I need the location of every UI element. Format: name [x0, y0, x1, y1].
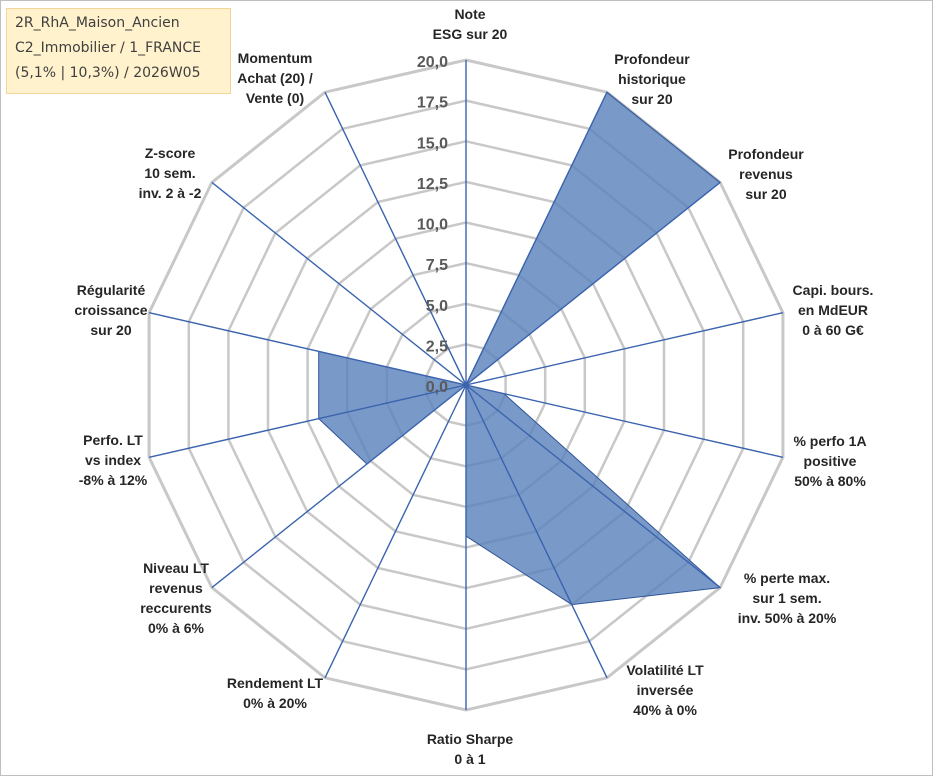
- axis-label: Momentum Achat (20) / Vente (0): [237, 50, 313, 106]
- tick-label: 7,5: [426, 257, 448, 274]
- axis-spoke: [148, 384, 467, 458]
- info-line-3: (5,1% | 10,3%) / 2026W05: [15, 65, 201, 81]
- axis-label: Régularité croissance sur 20: [74, 282, 147, 338]
- axis-spoke: [148, 312, 467, 386]
- info-line-2: C2_Immobilier / 1_FRANCE: [15, 40, 201, 56]
- axis-label: Niveau LT revenus reccurents 0% à 6%: [140, 560, 212, 636]
- axis-spoke: [324, 384, 467, 679]
- axis-spoke: [211, 384, 467, 589]
- axis-spoke: [211, 181, 467, 386]
- axis-label: Ratio Sharpe 0 à 1: [427, 731, 514, 767]
- tick-label: 10,0: [417, 217, 448, 234]
- axis-label: Perfo. LT vs index -8% à 12%: [79, 432, 148, 488]
- axis-label: Capi. bours. en MdEUR 0 à 60 G€: [793, 282, 874, 338]
- axis-label: Rendement LT 0% à 20%: [227, 675, 324, 711]
- axis-label: % perte max. sur 1 sem. inv. 50% à 20%: [738, 570, 837, 626]
- axis-label: Volatilité LT inversée 40% à 0%: [626, 662, 704, 718]
- axis-spoke: [465, 384, 721, 589]
- axis-label: Profondeur revenus sur 20: [728, 146, 804, 202]
- axis-label: % perfo 1A positive 50% à 80%: [793, 433, 866, 489]
- tick-label: 17,5: [417, 95, 448, 112]
- axis-label: Z-score 10 sem. inv. 2 à -2: [139, 145, 202, 201]
- tick-label: 12,5: [417, 176, 448, 193]
- tick-label: 2,5: [426, 338, 448, 355]
- tick-label: 0,0: [426, 379, 448, 396]
- axis-label: Note ESG sur 20: [433, 6, 508, 42]
- axis-spoke: [465, 181, 721, 386]
- axis-label: Profondeur historique sur 20: [614, 51, 690, 107]
- axis-spoke: [465, 384, 608, 679]
- tick-label: 5,0: [426, 298, 448, 315]
- axis-spoke: [324, 91, 467, 386]
- info-line-1: 2R_RhA_Maison_Ancien: [15, 15, 180, 31]
- axis-spoke: [465, 384, 784, 458]
- axis-spoke: [465, 312, 784, 386]
- info-box: 2R_RhA_Maison_Ancien C2_Immobilier / 1_F…: [6, 8, 231, 94]
- axis-spoke: [465, 91, 608, 386]
- tick-label: 15,0: [417, 135, 448, 152]
- tick-label: 20,0: [417, 54, 448, 71]
